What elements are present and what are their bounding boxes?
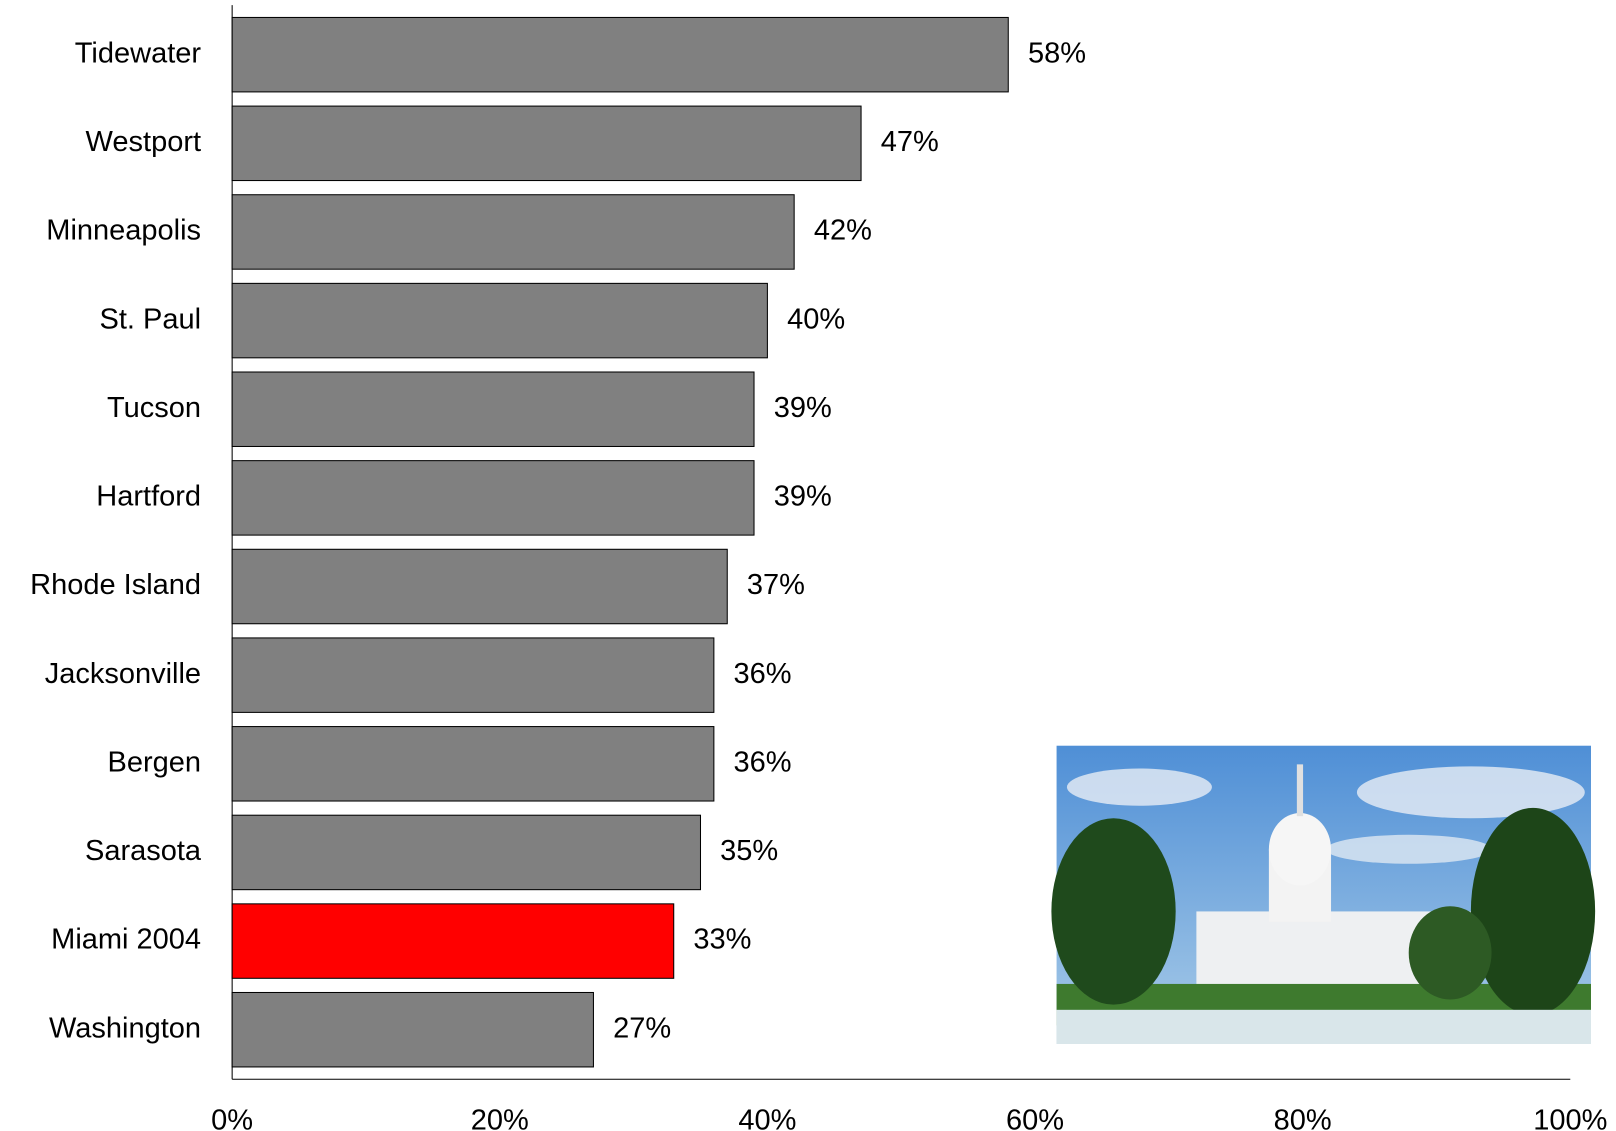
value-label: 39% [774,392,832,424]
y-tick-label: Jacksonville [45,658,201,690]
bar [231,726,715,802]
value-label: 39% [774,481,832,513]
value-label: 47% [881,126,939,158]
bar [231,16,1009,93]
y-tick-label: Miami 2004 [51,924,201,956]
x-tick-label: 60% [1006,1104,1064,1131]
capitol-photo [1051,745,1596,1044]
value-label: 37% [747,569,805,601]
y-tick-label: Minneapolis [46,215,201,247]
bar [231,991,594,1068]
x-tick-label: 20% [471,1104,529,1131]
bar [231,105,862,182]
y-tick-label: Tucson [107,392,201,424]
y-tick-label: Washington [49,1012,201,1044]
value-label: 35% [720,835,778,867]
y-tick-label: Sarasota [85,835,202,867]
x-tick-label: 80% [1274,1104,1332,1131]
bar [231,903,675,979]
value-label: 36% [734,746,792,778]
y-tick-label: Tidewater [75,37,202,69]
value-label: 36% [734,658,792,690]
value-label: 40% [787,303,845,335]
bar [231,814,702,891]
x-tick-label: 40% [738,1104,796,1131]
value-label: 42% [814,215,872,247]
bar [231,548,728,625]
y-tick-label: St. Paul [100,303,202,335]
bar [231,282,768,359]
y-tick-label: Westport [86,126,202,158]
value-label: 58% [1028,37,1086,69]
y-tick-label: Rhode Island [30,569,201,601]
bar [231,194,795,270]
x-tick-label: 100% [1533,1104,1607,1131]
bar [231,460,755,536]
y-tick-label: Hartford [96,481,201,513]
bar [231,371,755,447]
y-tick-label: Bergen [108,746,202,778]
value-label: 27% [613,1012,671,1044]
value-label: 33% [693,924,751,956]
x-tick-label: 0% [211,1104,253,1131]
bar [231,637,715,713]
